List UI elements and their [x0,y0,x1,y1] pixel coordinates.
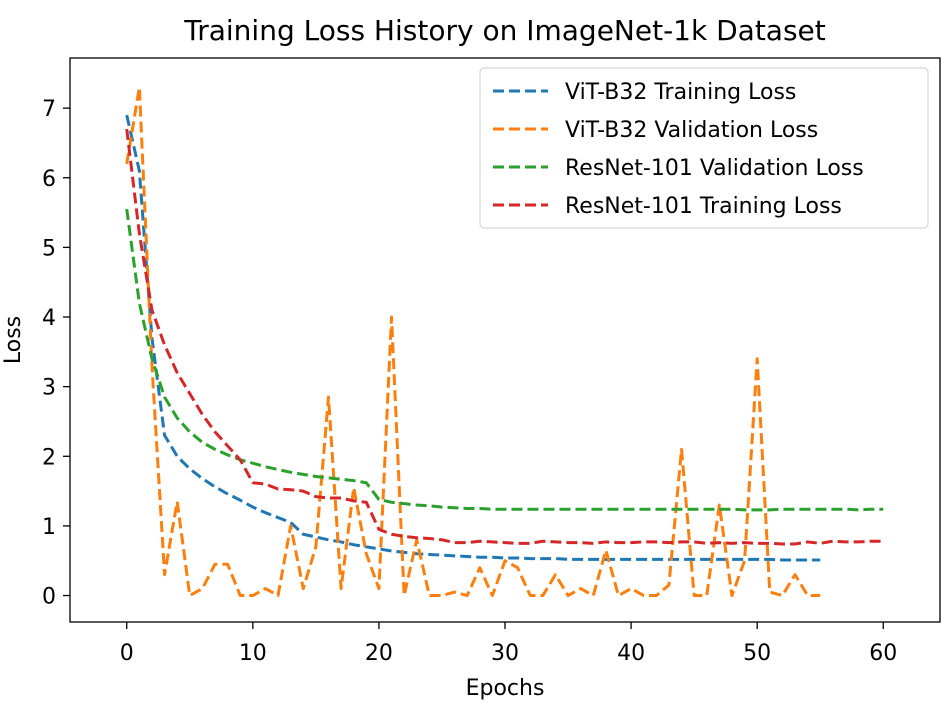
data-layer [125,85,884,598]
legend-items: ViT-B32 Training Loss ViT-B32 Validation … [493,80,864,219]
legend-box [479,67,929,229]
x-tick-label: 50 [743,641,771,666]
y-tick-label: 6 [42,167,56,192]
x-tick-label: 40 [617,641,645,666]
legend-label-2: ResNet-101 Validation Loss [565,156,864,181]
series-line-3 [125,128,884,546]
y-tick-label: 5 [42,236,56,261]
x-tick-label: 30 [491,641,519,666]
series-line-2 [125,208,884,512]
y-tick-label: 1 [42,515,56,540]
legend-label-1: ViT-B32 Validation Loss [565,118,818,143]
legend-label-0: ViT-B32 Training Loss [565,80,796,105]
y-tick-label: 2 [42,445,56,470]
y-axis-ticks: 0 1 2 3 4 5 6 7 [42,97,70,610]
x-tick-label: 0 [120,641,134,666]
series-line-0 [125,114,821,562]
x-tick-label: 20 [365,641,393,666]
y-axis-label: Loss [1,316,26,364]
x-tick-label: 10 [239,641,267,666]
chart-title: Training Loss History on ImageNet-1k Dat… [183,14,826,47]
y-tick-label: 3 [42,376,56,401]
y-tick-label: 4 [42,306,56,331]
y-tick-label: 7 [42,97,56,122]
x-axis-label: Epochs [466,676,545,701]
x-axis-ticks: 0 10 20 30 40 50 60 [120,622,897,666]
y-tick-label: 0 [42,585,56,610]
series-line-1 [125,85,821,598]
legend: ViT-B32 Training Loss ViT-B32 Validation … [479,67,929,229]
legend-label-3: ResNet-101 Training Loss [565,194,842,219]
x-tick-label: 60 [869,641,897,666]
